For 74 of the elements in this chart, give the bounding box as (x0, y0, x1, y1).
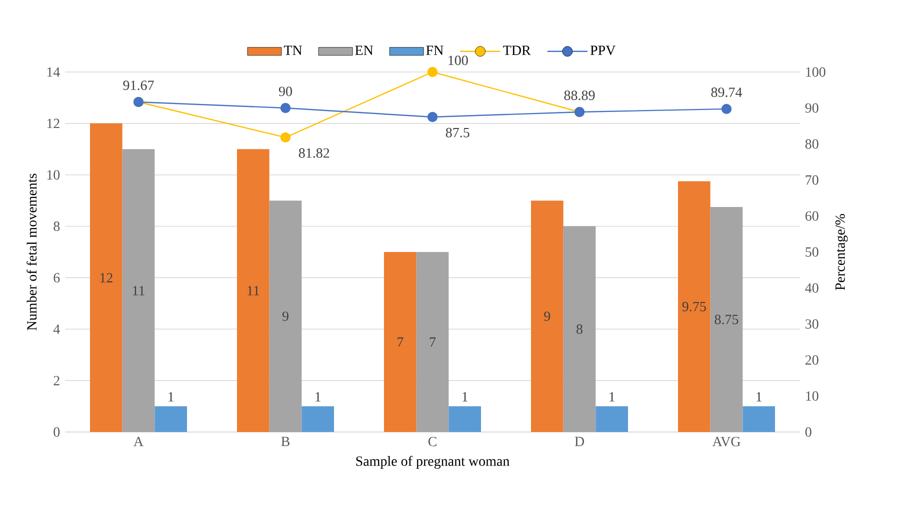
x-axis-title: Sample of pregnant woman (356, 456, 510, 469)
point (427, 66, 438, 78)
y2-axis-title: Percentage/% (835, 214, 848, 290)
y2-tick-label: 10 (806, 391, 818, 401)
data-label: 8 (576, 324, 582, 334)
y2-tick-label: 70 (806, 175, 818, 185)
legend-label: TDR (503, 46, 531, 55)
data-label: 88.89 (564, 90, 595, 100)
y-tick-label: 12 (47, 118, 60, 128)
y2-tick-label: 30 (806, 319, 818, 329)
y-tick-label: 0 (54, 427, 60, 437)
y-tick-label: 6 (54, 273, 60, 282)
legend-label: TN (284, 46, 302, 55)
data-label: 87.5 (446, 128, 470, 138)
y-tick-label: 2 (54, 376, 60, 386)
y-tick-label: 4 (53, 324, 60, 334)
data-label: 12 (100, 273, 112, 282)
x-tick-label: C (428, 436, 436, 446)
y-tick-label: 14 (47, 67, 60, 77)
data-label: 1 (462, 392, 468, 402)
data-label: 7 (398, 337, 404, 347)
data-label: 100 (448, 56, 468, 66)
y2-tick-label: 50 (806, 247, 818, 257)
bar (154, 406, 188, 432)
data-label: 1 (756, 392, 762, 402)
data-label: 9.75 (682, 302, 706, 312)
x-tick-label: D (574, 436, 584, 446)
bar (596, 406, 628, 432)
data-label: 8.75 (714, 314, 738, 324)
bar (678, 181, 710, 432)
bar (448, 406, 482, 432)
data-label: 1 (168, 392, 174, 402)
point (721, 104, 732, 114)
bar (530, 200, 564, 432)
point (280, 132, 291, 143)
data-label: 11 (248, 286, 260, 296)
x-tick-label: AVG (712, 436, 740, 446)
bar (236, 149, 270, 432)
y2-tick-label: 20 (805, 355, 818, 365)
data-label: 11 (132, 286, 144, 296)
y2-tick-label: 80 (805, 139, 818, 149)
bar (416, 252, 449, 432)
point (427, 112, 438, 122)
bar (90, 123, 122, 432)
data-label: 89.74 (711, 88, 742, 98)
bar (563, 226, 596, 432)
x-tick-label: B (281, 436, 290, 446)
data-label: 90 (278, 86, 292, 96)
data-label: 1 (316, 392, 320, 402)
y-tick-label: 10 (47, 170, 60, 180)
legend-label: EN (355, 46, 374, 55)
y2-tick-label: 100 (806, 67, 826, 77)
bar (122, 149, 155, 432)
y-axis-title: Number of fetal movements (26, 174, 37, 330)
data-label: 91.67 (123, 80, 154, 90)
point (280, 102, 291, 114)
bar (710, 206, 743, 432)
legend-label: FN (426, 46, 444, 55)
data-label: 9 (282, 312, 288, 321)
y2-tick-label: 90 (805, 103, 818, 113)
y2-tick-label: 0 (805, 427, 812, 437)
y-tick-label: 8 (54, 222, 60, 232)
x-tick-label: A (134, 436, 144, 446)
data-label: 81.82 (298, 148, 330, 158)
legend-label: PPV (590, 46, 616, 56)
y2-tick-label: 40 (805, 283, 818, 293)
data-label: 9 (544, 312, 550, 321)
y2-tick-label: 60 (805, 211, 818, 221)
data-label: 7 (430, 337, 436, 347)
bar (302, 406, 334, 432)
bar (742, 406, 776, 432)
bar (269, 200, 302, 432)
bar (384, 252, 416, 432)
data-label: 1 (610, 392, 614, 402)
